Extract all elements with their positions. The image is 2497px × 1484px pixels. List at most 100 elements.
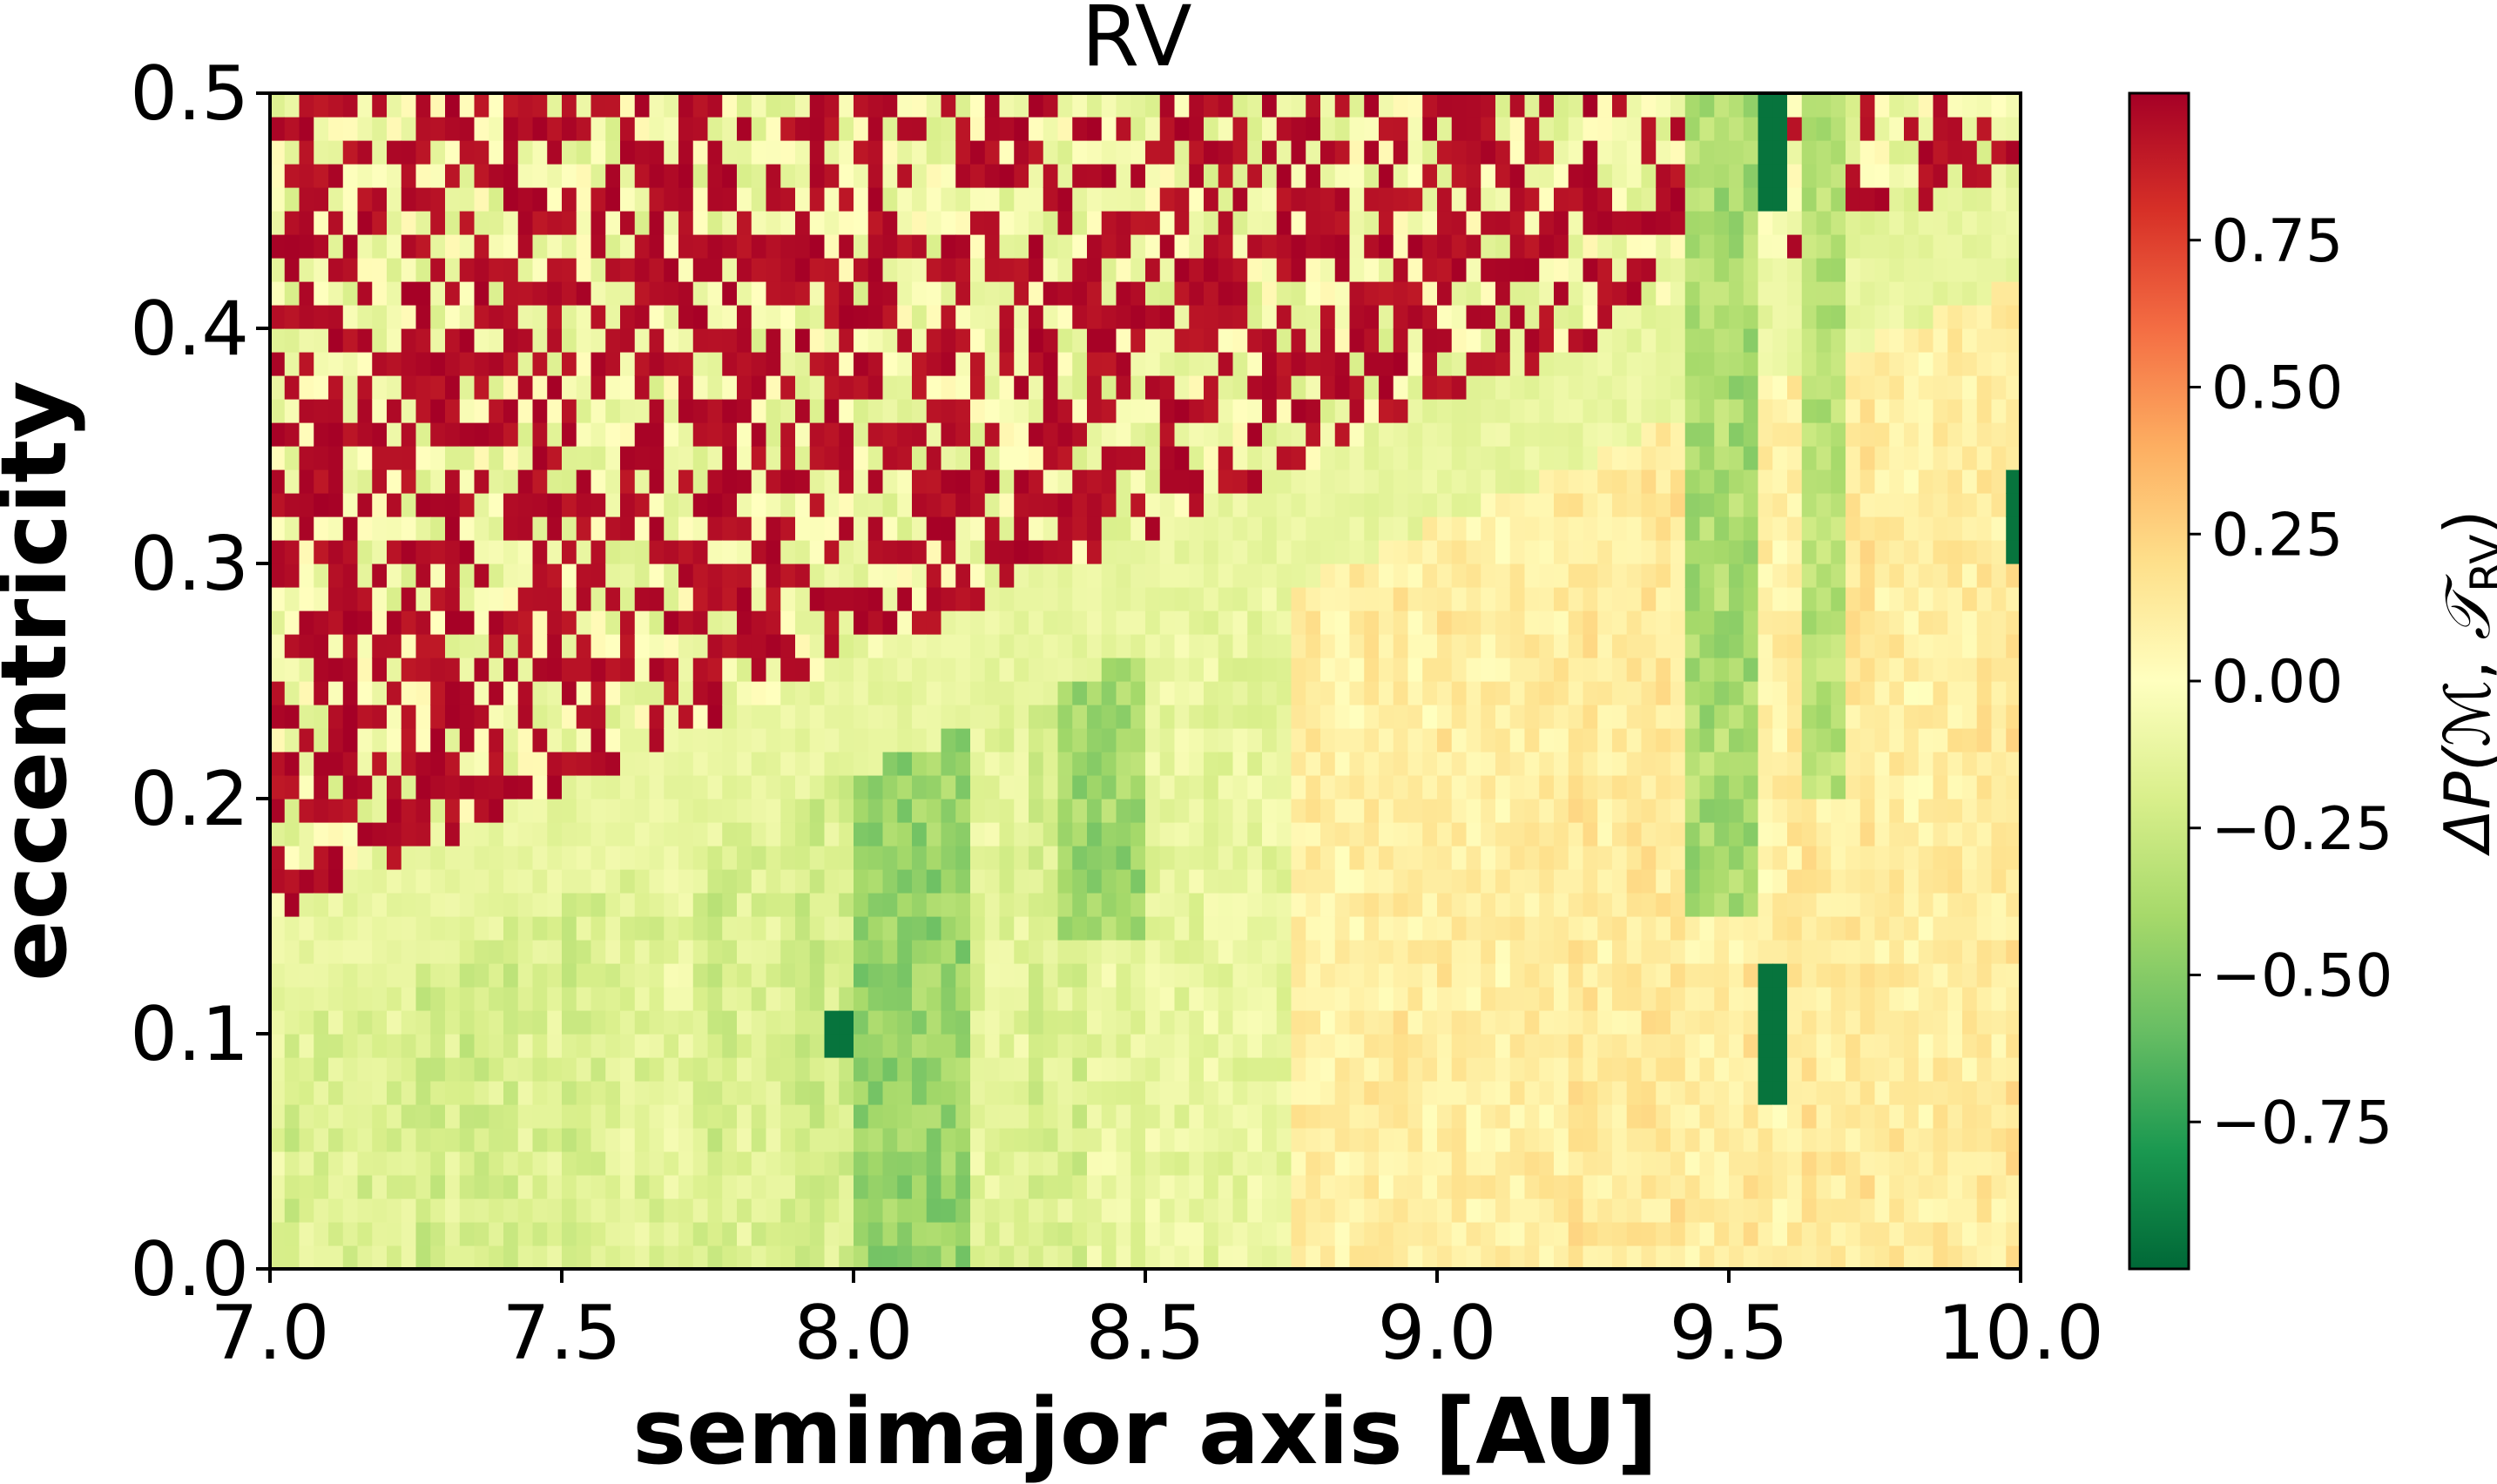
- heatmap-cell: [970, 446, 986, 470]
- heatmap-cell: [1101, 1034, 1117, 1058]
- heatmap-cell: [1262, 493, 1278, 517]
- heatmap-cell: [1641, 375, 1657, 400]
- heatmap-cell: [1291, 1175, 1306, 1199]
- heatmap-cell: [620, 775, 636, 799]
- heatmap-cell: [1218, 1151, 1234, 1176]
- heatmap-cell: [576, 893, 592, 917]
- heatmap-cell: [1218, 117, 1234, 141]
- heatmap-cell: [1407, 1245, 1423, 1270]
- heatmap-cell: [795, 987, 811, 1011]
- heatmap-cell: [1583, 140, 1598, 165]
- heatmap-cell: [314, 893, 329, 917]
- heatmap-cell: [867, 610, 884, 635]
- heatmap-cell: [766, 1104, 781, 1129]
- heatmap-cell: [1306, 422, 1321, 447]
- heatmap-cell: [1349, 1245, 1365, 1270]
- heatmap-cell: [1057, 799, 1073, 823]
- heatmap-cell: [314, 869, 329, 894]
- heatmap-cell: [474, 1057, 489, 1082]
- heatmap-cell: [357, 1151, 373, 1176]
- heatmap-cell: [854, 1057, 869, 1082]
- heatmap-cell: [576, 187, 592, 212]
- heatmap-cell: [387, 93, 402, 118]
- heatmap-cell: [1145, 893, 1161, 917]
- heatmap-cell: [459, 305, 476, 329]
- heatmap-cell: [1684, 658, 1701, 682]
- heatmap-cell: [489, 516, 504, 541]
- heatmap-cell: [795, 963, 811, 988]
- heatmap-cell: [780, 281, 796, 306]
- heatmap-cell: [605, 281, 621, 306]
- heatmap-cell: [342, 846, 359, 870]
- heatmap-cell: [809, 987, 826, 1011]
- heatmap-cell: [1407, 822, 1423, 847]
- heatmap-cell: [1583, 1081, 1598, 1105]
- heatmap-cell: [299, 681, 314, 705]
- heatmap-cell: [854, 893, 869, 917]
- heatmap-cell: [401, 916, 417, 941]
- heatmap-cell: [634, 93, 651, 118]
- heatmap-cell: [314, 987, 329, 1011]
- heatmap-cell: [1291, 469, 1306, 494]
- heatmap-cell: [620, 634, 636, 658]
- heatmap-cell: [357, 516, 373, 541]
- heatmap-cell: [1349, 469, 1365, 494]
- heatmap-cell: [634, 1010, 651, 1035]
- heatmap-cell: [692, 540, 709, 564]
- heatmap-cell: [1029, 846, 1044, 870]
- heatmap-cell: [1116, 658, 1131, 682]
- heatmap-cell: [1393, 375, 1409, 400]
- heatmap-cell: [620, 1222, 636, 1246]
- heatmap-cell: [1437, 987, 1453, 1011]
- heatmap-cell: [1597, 234, 1613, 259]
- heatmap-cell: [1014, 752, 1029, 776]
- heatmap-cell: [1539, 493, 1555, 517]
- heatmap-cell: [1670, 681, 1686, 705]
- heatmap-cell: [1670, 1175, 1686, 1199]
- heatmap-cell: [722, 893, 738, 917]
- heatmap-cell: [1174, 563, 1190, 588]
- heatmap-cell: [984, 752, 1001, 776]
- heatmap-cell: [372, 399, 388, 423]
- heatmap-cell: [1422, 587, 1438, 611]
- heatmap-cell: [1670, 610, 1686, 635]
- heatmap-cell: [605, 752, 621, 776]
- heatmap-cell: [1626, 305, 1643, 329]
- heatmap-cell: [1130, 164, 1146, 188]
- heatmap-cell: [1509, 987, 1526, 1011]
- heatmap-cell: [517, 869, 534, 894]
- heatmap-cell: [1597, 1151, 1613, 1176]
- heatmap-cell: [1466, 916, 1481, 941]
- heatmap-cell: [1568, 728, 1584, 752]
- heatmap-cell: [562, 187, 577, 212]
- heatmap-cell: [284, 1081, 300, 1105]
- heatmap-cell: [1437, 516, 1453, 541]
- heatmap-cell: [1656, 681, 1671, 705]
- heatmap-cell: [867, 328, 884, 353]
- heatmap-cell: [517, 1222, 534, 1246]
- heatmap-cell: [1189, 493, 1205, 517]
- heatmap-cell: [1159, 916, 1176, 941]
- heatmap-cell: [999, 305, 1015, 329]
- heatmap-cell: [912, 1081, 928, 1105]
- heatmap-cell: [1393, 822, 1409, 847]
- heatmap-cell: [1130, 752, 1146, 776]
- heatmap-cell: [314, 681, 329, 705]
- heatmap-cell: [562, 728, 577, 752]
- heatmap-cell: [839, 93, 854, 118]
- heatmap-cell: [1306, 1245, 1321, 1270]
- heatmap-cell: [1349, 164, 1365, 188]
- heatmap-cell: [1568, 563, 1584, 588]
- heatmap-cell: [1466, 775, 1481, 799]
- heatmap-cell: [1174, 916, 1190, 941]
- heatmap-cell: [387, 258, 402, 282]
- heatmap-cell: [1029, 375, 1044, 400]
- heatmap-cell: [1014, 940, 1029, 964]
- heatmap-cell: [1204, 634, 1219, 658]
- heatmap-cell: [1262, 634, 1278, 658]
- heatmap-cell: [547, 258, 563, 282]
- heatmap-cell: [1554, 1245, 1569, 1270]
- heatmap-cell: [1597, 1010, 1613, 1035]
- heatmap-cell: [489, 258, 504, 282]
- heatmap-cell: [489, 658, 504, 682]
